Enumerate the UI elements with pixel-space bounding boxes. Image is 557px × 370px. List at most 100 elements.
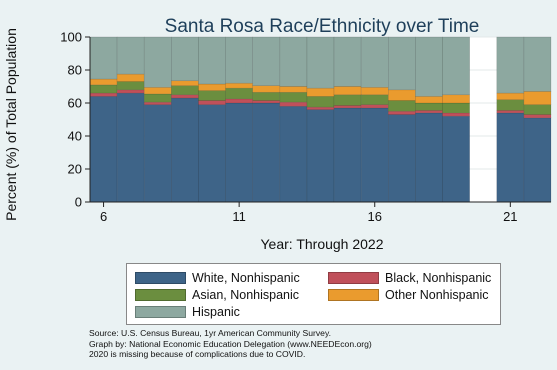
y-tick-label: 80 [68, 63, 82, 78]
bar-segment [523, 104, 552, 115]
bar-segment [171, 80, 199, 86]
bar-segment [442, 102, 470, 114]
bar-segment [89, 36, 118, 80]
bar-segment [198, 36, 226, 85]
bar-segment [387, 114, 416, 203]
x-tick-label: 6 [100, 209, 107, 224]
bar-segment [279, 86, 308, 93]
y-tick-label: 60 [68, 96, 82, 111]
bar-segment [279, 101, 308, 107]
bar-segment [306, 106, 335, 110]
legend-item-other: Other Nonhispanic [328, 287, 489, 303]
source-note: Source: U.S. Census Bureau, 1yr American… [89, 328, 331, 338]
legend-item-asian: Asian, Nonhispanic [135, 287, 299, 303]
legend-item-hispanic: Hispanic [135, 304, 240, 320]
bar-segment [496, 99, 525, 111]
legend-item-white: White, Nonhispanic [135, 270, 300, 286]
bar-segment [252, 36, 281, 86]
bar-segment [198, 104, 226, 203]
legend-item-black: Black, Nonhispanic [328, 270, 491, 286]
bar-segment [143, 36, 172, 88]
y-tick-label: 20 [68, 162, 82, 177]
bar-segment [225, 98, 254, 104]
legend-label-asian: Asian, Nonhispanic [192, 288, 300, 302]
bar-segment [496, 36, 525, 94]
source-notes: Source: U.S. Census Bureau, 1yr American… [89, 328, 372, 360]
bar-segment [442, 94, 470, 104]
bar-segment [496, 92, 525, 100]
bar-segment [415, 96, 443, 104]
bar-segment [496, 112, 525, 203]
legend-swatch-hispanic [135, 306, 186, 318]
bar-segment [523, 114, 552, 119]
bar-segment [225, 36, 254, 84]
y-tick-label: 100 [60, 30, 82, 45]
legend-label-black: Black, Nonhispanic [385, 271, 492, 285]
bar-segment [279, 36, 308, 87]
bar-segment [442, 115, 470, 203]
bar-segment [116, 36, 145, 75]
y-axis-label: Percent (%) of Total Population [3, 28, 19, 221]
credit-note: Graph by: National Economic Education De… [89, 338, 372, 349]
bar-segment [387, 89, 416, 101]
bar-segment [198, 100, 226, 105]
bar-segment [360, 87, 389, 96]
bar-segment [252, 91, 281, 101]
bar-segment [279, 91, 308, 103]
bar-segment [523, 117, 552, 203]
bar-segment [360, 36, 389, 88]
bar-segment [306, 36, 335, 89]
bar-segment [252, 85, 281, 93]
bar-segment [523, 36, 552, 92]
bar-segment [143, 101, 172, 105]
bar-segment [415, 110, 443, 114]
bar-segment [225, 82, 254, 89]
bar-segment [116, 89, 145, 94]
bar-segment [89, 96, 118, 203]
bar-segment [442, 36, 470, 96]
bar-segment [225, 102, 254, 203]
bar-segment [143, 93, 172, 103]
bar-segment [306, 96, 335, 108]
bar-segment [225, 87, 254, 100]
legend-swatch-other [328, 289, 379, 301]
bar-segment [279, 106, 308, 203]
bar-segment [306, 109, 335, 203]
bar-segment [333, 107, 362, 203]
bar-segment [387, 36, 416, 91]
bar-segment [143, 87, 172, 95]
x-axis-label: Year: Through 2022 [261, 236, 384, 252]
bar-segment [415, 112, 443, 203]
bar-segment [333, 94, 362, 106]
bar-segment [116, 81, 145, 91]
bar-segment [523, 91, 552, 105]
bar-segment [171, 85, 199, 96]
bar-segment [415, 102, 443, 111]
covid-note: 2020 is missing because of complications… [89, 349, 306, 359]
bar-segment [306, 87, 335, 97]
bar-segment [171, 36, 199, 82]
bar-segment [387, 100, 416, 112]
bar-segment [496, 110, 525, 114]
bar-segment [116, 73, 145, 82]
legend-swatch-asian [135, 289, 186, 301]
chart-title: Santa Rosa Race/Ethnicity over Time [165, 16, 480, 37]
bar-segment [171, 94, 199, 99]
bar-segment [89, 78, 118, 86]
y-tick-label: 0 [75, 195, 82, 210]
bar-segment [116, 92, 145, 203]
bar-segment [415, 36, 443, 97]
bar-segment [442, 112, 470, 117]
bar-segment [387, 110, 416, 115]
bar-segment [360, 94, 389, 105]
bar-segment [198, 83, 226, 91]
axes: 0 20 40 60 80 100 6 11 16 21 [60, 30, 551, 224]
bar-segment [333, 105, 362, 109]
x-tick-label: 16 [368, 209, 382, 224]
legend-label-other: Other Nonhispanic [385, 288, 489, 302]
bar-segment [198, 90, 226, 101]
bar-segment [333, 86, 362, 96]
legend: White, Nonhispanic Black, Nonhispanic As… [126, 263, 501, 325]
x-tick-label: 21 [503, 209, 517, 224]
